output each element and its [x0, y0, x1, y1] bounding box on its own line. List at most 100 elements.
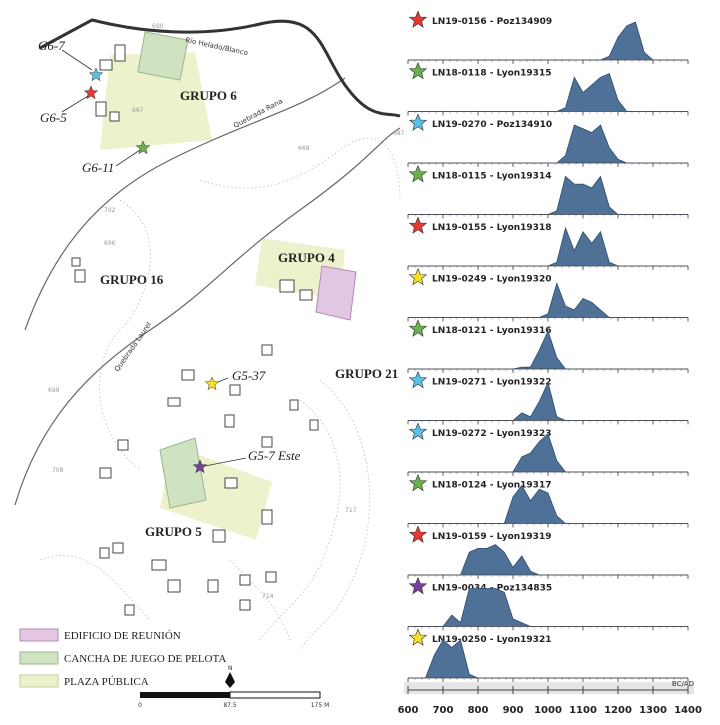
series-label: LN19-0272 - Lyon19323: [432, 429, 551, 439]
ball-court: [159, 437, 207, 509]
stream: [24, 77, 346, 331]
density-area: [408, 72, 688, 112]
group-label: GRUPO 21: [335, 366, 398, 381]
density-area: [408, 175, 688, 215]
legend-star: [409, 371, 427, 389]
plaza: [100, 52, 212, 150]
x-axis-label: BC/AD: [672, 680, 694, 688]
scale-label: 87.5: [223, 702, 237, 709]
contour-label: 717: [345, 507, 357, 514]
x-tick-label: 1000: [534, 705, 562, 716]
stream: [14, 127, 401, 506]
north-arrow: [225, 672, 235, 688]
legend-star: [409, 422, 427, 440]
contour-label: 702: [104, 207, 116, 214]
river: [39, 18, 401, 118]
density-area: [408, 329, 688, 370]
contour-label: 687: [393, 130, 405, 137]
legend-star: [409, 474, 427, 492]
contour-label: 699: [48, 387, 60, 394]
x-tick-label: 600: [398, 705, 419, 716]
contour-label: 696: [104, 240, 116, 247]
contour-label: 667: [132, 107, 144, 114]
contour-label: 708: [52, 467, 64, 474]
legend-star: [409, 216, 427, 234]
series-label: LN19-0156 - Poz134909: [432, 17, 552, 27]
site-label: G6-5: [40, 110, 67, 125]
legend-star: [409, 319, 427, 337]
contour-label: 714: [262, 593, 274, 600]
density-area: [408, 226, 688, 267]
scale-bar: [229, 691, 321, 699]
x-tick-label: 700: [433, 705, 454, 716]
site-star: [204, 376, 220, 391]
series-label: LN19-0250 - Lyon19321: [432, 635, 551, 645]
density-area: [408, 381, 688, 421]
scale-bar: [140, 692, 230, 698]
x-tick-label: 900: [503, 705, 524, 716]
density-area: [408, 484, 688, 524]
map: Río Helado/Blanco Quebrada Rana Quebrada…: [14, 18, 405, 709]
density-area: [408, 282, 688, 318]
legend-star: [409, 113, 427, 131]
group-label: GRUPO 5: [145, 524, 202, 539]
density-area: [408, 544, 688, 576]
x-tick-label: 1400: [674, 705, 702, 716]
contour: [39, 555, 151, 621]
buildings: [71, 44, 319, 616]
legend-label: CANCHA DE JUEGO DE PELOTA: [64, 653, 226, 665]
legend-swatch: [19, 674, 59, 688]
legend-label: PLAZA PÚBLICA: [64, 676, 149, 688]
ball-court: [137, 31, 189, 81]
density-area: [408, 124, 688, 164]
group-label: GRUPO 4: [278, 250, 335, 265]
legend-star: [409, 577, 427, 595]
series-label: LN19-0271 - Lyon19322: [432, 378, 551, 388]
density-area: [408, 588, 688, 627]
axis-band: [404, 682, 694, 694]
series-label: LN19-0270 - Poz134910: [432, 120, 552, 130]
series-label: LN19-0155 - Lyon19318: [432, 223, 551, 233]
north-label: N: [228, 665, 233, 672]
series-label: LN19-0159 - Lyon19319: [432, 532, 551, 542]
legend-swatch: [19, 628, 59, 642]
x-tick-label: 800: [468, 705, 489, 716]
scale-label: 175 M: [311, 702, 330, 709]
density-area: [408, 21, 688, 61]
contour: [99, 199, 151, 471]
date-chart: LN19-0156 - Poz134909 LN18-0118 - Lyon193…: [398, 10, 702, 716]
group-label: GRUPO 6: [180, 88, 237, 103]
leader-line: [61, 49, 247, 467]
density-area: [408, 433, 688, 473]
site-label: G5-37: [232, 368, 266, 383]
scale-label: 0: [138, 702, 142, 709]
series-label: LN18-0118 - Lyon19315: [432, 69, 551, 79]
x-tick-label: 1100: [569, 705, 597, 716]
contour-label: 668: [298, 145, 310, 152]
series-label: LN18-0115 - Lyon19314: [432, 172, 551, 182]
legend-star: [409, 525, 427, 543]
legend-label: EDIFICIO DE REUNIÓN: [64, 630, 181, 642]
legend-star: [409, 10, 427, 28]
legend-star: [409, 165, 427, 183]
series-label: LN18-0124 - Lyon19317: [432, 481, 551, 491]
legend-swatch: [19, 651, 59, 665]
contour: [199, 137, 401, 201]
group-label: GRUPO 16: [100, 272, 164, 287]
site-label: G6-11: [82, 160, 114, 175]
site-label: G5-7 Este: [248, 448, 301, 463]
river-label: Quebrada Laurel: [113, 321, 153, 373]
x-tick-label: 1200: [604, 705, 632, 716]
site-label: G6-7: [38, 38, 65, 53]
contour: [229, 559, 291, 641]
legend-star: [409, 628, 427, 646]
series-label: LN19-0249 - Lyon19320: [432, 275, 551, 285]
series-label: LN18-0121 - Lyon19316: [432, 326, 551, 336]
legend-star: [409, 268, 427, 286]
x-tick-label: 1300: [639, 705, 667, 716]
density-area: [408, 639, 688, 679]
meeting-building: [315, 265, 357, 321]
legend-star: [409, 62, 427, 80]
contour-label: 690: [152, 23, 164, 30]
